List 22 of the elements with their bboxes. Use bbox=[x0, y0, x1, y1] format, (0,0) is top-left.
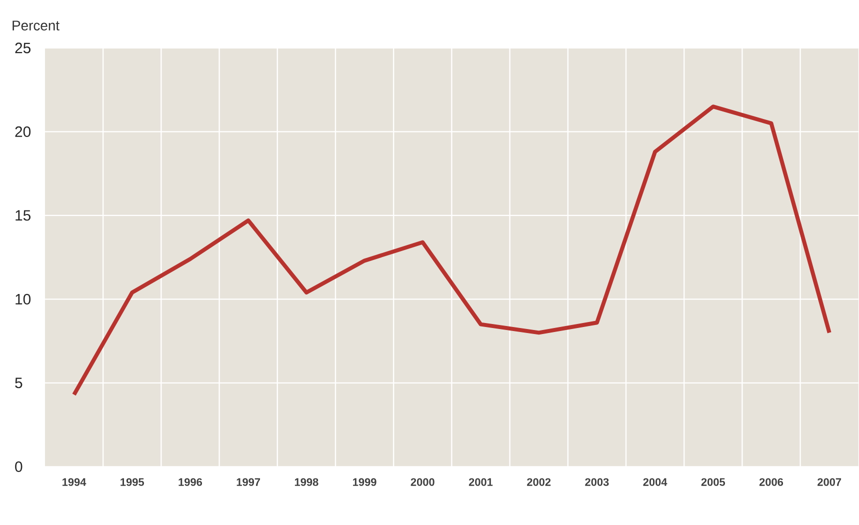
x-tick-label: 2000 bbox=[410, 478, 434, 486]
x-tick-label: 1995 bbox=[120, 478, 144, 486]
x-tick-label: 1996 bbox=[178, 478, 202, 486]
y-tick-label: 20 bbox=[15, 126, 31, 138]
x-tick-label: 2001 bbox=[468, 478, 493, 486]
x-tick-label: 2004 bbox=[643, 478, 668, 486]
x-tick-label: 1998 bbox=[294, 478, 318, 486]
x-tick-label: 2007 bbox=[818, 478, 842, 486]
x-tick-label: 2006 bbox=[759, 478, 784, 486]
y-tick-label: 25 bbox=[15, 42, 30, 54]
y-tick-label: 15 bbox=[16, 210, 30, 221]
y-axis-title: Percent bbox=[12, 20, 60, 31]
y-tick-label: 0 bbox=[15, 462, 22, 472]
y-tick-label: 5 bbox=[15, 378, 22, 388]
x-tick-label: 1997 bbox=[236, 478, 260, 486]
y-tick-label: 10 bbox=[16, 294, 31, 305]
x-tick-label: 2003 bbox=[585, 478, 609, 486]
x-tick-label: 2005 bbox=[701, 478, 726, 486]
x-tick-label: 2002 bbox=[527, 478, 551, 486]
line-series bbox=[72, 104, 832, 397]
x-tick-label: 1994 bbox=[62, 478, 86, 486]
x-tick-label: 1999 bbox=[353, 478, 376, 486]
